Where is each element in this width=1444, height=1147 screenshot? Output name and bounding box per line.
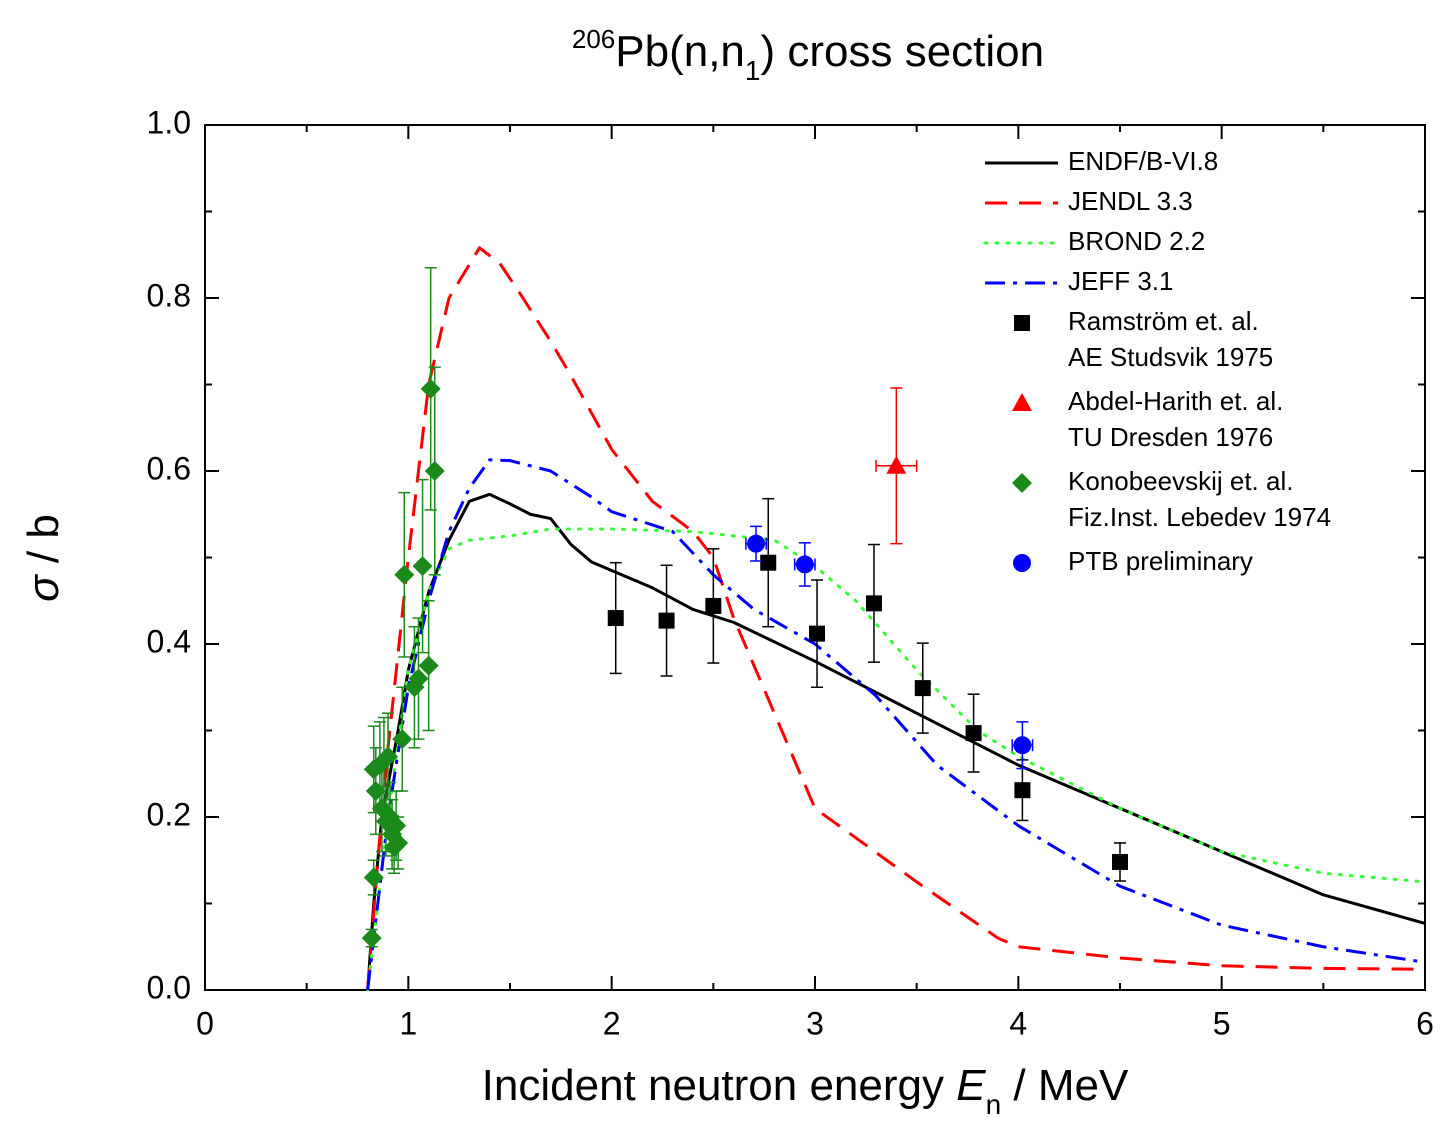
x-label-unit: / MeV: [1001, 1061, 1129, 1110]
x-tick-label: 3: [806, 1005, 824, 1041]
legend-marker: [1012, 473, 1032, 493]
series-line: [366, 492, 1426, 991]
marker-square: [1014, 782, 1031, 799]
marker-circle: [747, 534, 766, 553]
marker-square: [658, 612, 675, 629]
y-tick-label: 0.4: [147, 623, 191, 659]
x-tick-label: 0: [196, 1005, 214, 1041]
legend-marker: [1014, 315, 1030, 331]
legend-marker: [1013, 554, 1031, 572]
marker-diamond: [412, 556, 433, 577]
marker-square: [865, 595, 882, 612]
title-main: Pb(n,n: [615, 27, 745, 76]
marker-diamond: [408, 668, 429, 689]
x-axis-label: Incident neutron energy En / MeV: [482, 1061, 1129, 1120]
x-tick-label: 6: [1416, 1005, 1434, 1041]
legend-label: PTB preliminary: [1068, 546, 1253, 576]
legend-label: Fiz.Inst. Lebedev 1974: [1068, 502, 1331, 532]
marker-circle: [1013, 736, 1032, 755]
x-tick-label: 4: [1009, 1005, 1027, 1041]
marker-square: [1112, 853, 1128, 870]
series-line: [366, 246, 1426, 991]
marker-square: [705, 597, 722, 614]
title-rest: ) cross section: [760, 27, 1044, 76]
y-label-symbol: σ: [19, 574, 68, 602]
x-tick-label: 5: [1213, 1005, 1231, 1041]
legend-label: JENDL 3.3: [1068, 186, 1193, 216]
x-label-text: Incident neutron energy: [482, 1061, 957, 1110]
title-subscript: 1: [745, 55, 761, 86]
marker-diamond: [394, 564, 415, 585]
y-label-unit: / b: [19, 514, 68, 575]
x-tick-label: 2: [603, 1005, 621, 1041]
y-tick-label: 1.0: [147, 104, 191, 140]
marker-triangle: [886, 455, 907, 474]
marker-diamond: [386, 815, 407, 836]
x-label-subscript: n: [986, 1089, 1002, 1120]
marker-diamond: [424, 461, 445, 481]
marker-square: [607, 610, 624, 627]
x-label-symbol: E: [956, 1061, 986, 1110]
marker-square: [760, 554, 777, 571]
marker-square: [965, 725, 982, 742]
legend-label: AE Studsvik 1975: [1068, 342, 1273, 372]
y-tick-label: 0.8: [147, 277, 191, 313]
marker-diamond: [420, 378, 441, 399]
marker-diamond: [392, 729, 413, 750]
legend-label: Abdel-Harith et. al.: [1068, 386, 1283, 416]
legend-label: TU Dresden 1976: [1068, 422, 1273, 452]
marker-circle: [795, 555, 814, 574]
legend-label: JEFF 3.1: [1068, 266, 1173, 296]
legend-label: ENDF/B-VI.8: [1068, 146, 1218, 176]
marker-diamond: [361, 928, 382, 949]
legend-label: BROND 2.2: [1068, 226, 1205, 256]
legend-marker: [1012, 393, 1032, 411]
y-tick-label: 0.2: [147, 796, 191, 832]
title-superscript: 206: [572, 24, 615, 54]
x-tick-label: 1: [399, 1005, 417, 1041]
legend-label: Konobeevskij et. al.: [1068, 466, 1293, 496]
marker-square: [809, 625, 826, 642]
y-axis-label: σ / b: [19, 514, 68, 602]
chart-title: 206Pb(n,n1) cross section: [572, 24, 1044, 86]
marker-diamond: [388, 832, 409, 853]
y-tick-label: 0.6: [147, 450, 191, 486]
marker-square: [914, 680, 931, 697]
marker-diamond: [363, 867, 384, 888]
legend-label: Ramström et. al.: [1068, 306, 1259, 336]
y-tick-label: 0.0: [147, 969, 191, 1005]
marker-diamond: [378, 746, 398, 767]
marker-diamond: [418, 655, 439, 676]
